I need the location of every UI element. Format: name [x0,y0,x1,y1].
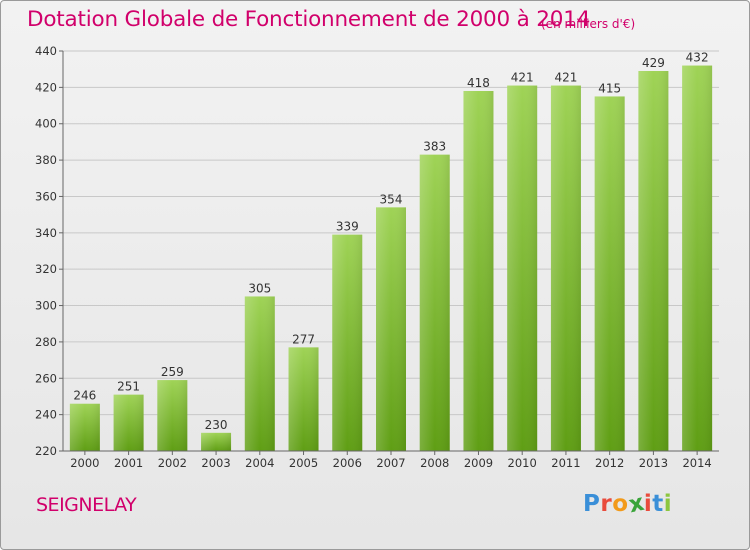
bar-shade-2001 [113,394,144,451]
x-tick-label-2003: 2003 [201,456,230,470]
y-tick-label-340: 340 [35,226,57,240]
bars-layer [69,65,713,452]
bar-shade-2008 [419,154,450,452]
chart-subtitle: (en milliers d'€) [541,17,636,31]
y-tick-label-440: 440 [35,44,57,58]
y-tick-label-260: 260 [35,371,57,385]
bar-shade-2013 [638,71,669,451]
x-tick-label-2013: 2013 [639,456,668,470]
value-label-2005: 277 [292,332,315,346]
bar-shade-2006 [332,234,363,451]
value-label-2013: 429 [642,56,665,70]
x-tick-label-2006: 2006 [333,456,362,470]
bar-shade-2004 [244,296,275,451]
x-tick-label-2005: 2005 [289,456,318,470]
bar-shade-2009 [463,91,494,451]
value-label-2000: 246 [73,389,96,403]
bar-shade-2007 [376,207,406,451]
bar-shade-2003 [201,432,232,451]
value-label-2007: 354 [380,192,403,206]
value-label-2010: 421 [511,71,534,85]
logo-letter-5: t [652,491,664,517]
x-tick-label-2008: 2008 [420,456,449,470]
value-label-2011: 421 [554,71,577,85]
y-tick-label-420: 420 [35,80,57,94]
y-tick-label-400: 400 [35,117,57,131]
y-tick-label-240: 240 [35,408,57,422]
bar-shade-2002 [157,380,188,451]
logo-letter-4: i [643,491,653,517]
y-tick-label-280: 280 [35,335,57,349]
bar-shade-2012 [594,96,625,452]
labels-layer: 246 251 259 230 305 277 339 354 383 418 421 421 415 4… [73,51,708,432]
bar-shade-2011 [550,85,581,451]
value-label-2008: 383 [423,140,446,154]
logo-letter-6: i [663,491,673,517]
value-label-2002: 259 [161,365,184,379]
y-tick-label-300: 300 [35,299,57,313]
value-label-2012: 415 [598,81,621,95]
value-label-2014: 432 [686,51,709,65]
axis-layer: 220 240 260 280 300 320 340 360 380 400 420 440 2000… [35,44,719,470]
value-label-2003: 230 [205,418,228,432]
bar-shade-2005 [288,347,319,451]
logo-letter-2: o [612,491,629,517]
x-tick-label-2009: 2009 [464,456,493,470]
bar-shade-2000 [69,403,100,451]
logo-letter-1: r [600,491,613,517]
x-tick-label-2011: 2011 [551,456,580,470]
chart-title: Dotation Globale de Fonctionnement de 20… [27,7,591,32]
x-tick-label-2014: 2014 [682,456,711,470]
x-tick-label-2004: 2004 [245,456,274,470]
value-label-2009: 418 [467,76,490,90]
x-tick-label-2010: 2010 [508,456,537,470]
y-tick-label-320: 320 [35,262,57,276]
logo-letter-0: P [583,491,601,517]
bar-shade-2010 [507,85,538,451]
y-tick-label-220: 220 [35,444,57,458]
commune-name: SEIGNELAY [36,494,137,516]
y-tick-label-360: 360 [35,189,57,203]
value-label-2006: 339 [336,220,359,234]
x-tick-label-2012: 2012 [595,456,624,470]
y-tick-label-380: 380 [35,153,57,167]
x-tick-label-2007: 2007 [376,456,405,470]
x-tick-label-2001: 2001 [114,456,143,470]
bar-shade-2014 [682,65,713,451]
value-label-2001: 251 [117,380,140,394]
x-tick-label-2002: 2002 [158,456,187,470]
value-label-2004: 305 [248,281,271,295]
x-tick-label-2000: 2000 [70,456,99,470]
proxiti-logo: Proxiti [583,490,673,519]
